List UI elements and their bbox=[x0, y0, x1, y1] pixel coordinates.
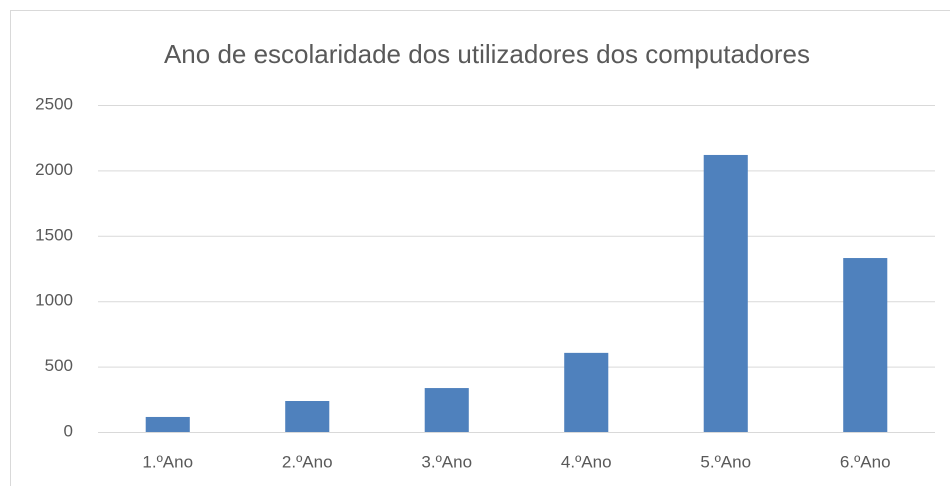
bar bbox=[424, 388, 469, 432]
chart-frame bbox=[10, 10, 950, 486]
y-tick-label: 0 bbox=[64, 421, 73, 440]
bar bbox=[703, 154, 748, 432]
chart-title: Ano de escolaridade dos utilizadores dos… bbox=[164, 39, 810, 69]
x-tick-label: 1.ºAno bbox=[142, 452, 193, 471]
x-tick-label: 5.ºAno bbox=[700, 452, 751, 471]
y-tick-label: 1000 bbox=[35, 291, 73, 310]
x-tick-label: 2.ºAno bbox=[282, 452, 333, 471]
x-tick-label: 6.ºAno bbox=[840, 452, 891, 471]
y-tick-label: 2500 bbox=[35, 94, 73, 113]
bar bbox=[843, 258, 888, 432]
y-tick-label: 1500 bbox=[35, 225, 73, 244]
y-tick-label: 500 bbox=[45, 356, 73, 375]
bar bbox=[285, 401, 330, 432]
bar bbox=[145, 416, 190, 432]
x-tick-label: 4.ºAno bbox=[561, 452, 612, 471]
bar bbox=[564, 352, 609, 432]
x-tick-label: 3.ºAno bbox=[421, 452, 472, 471]
y-tick-label: 2000 bbox=[35, 160, 73, 179]
